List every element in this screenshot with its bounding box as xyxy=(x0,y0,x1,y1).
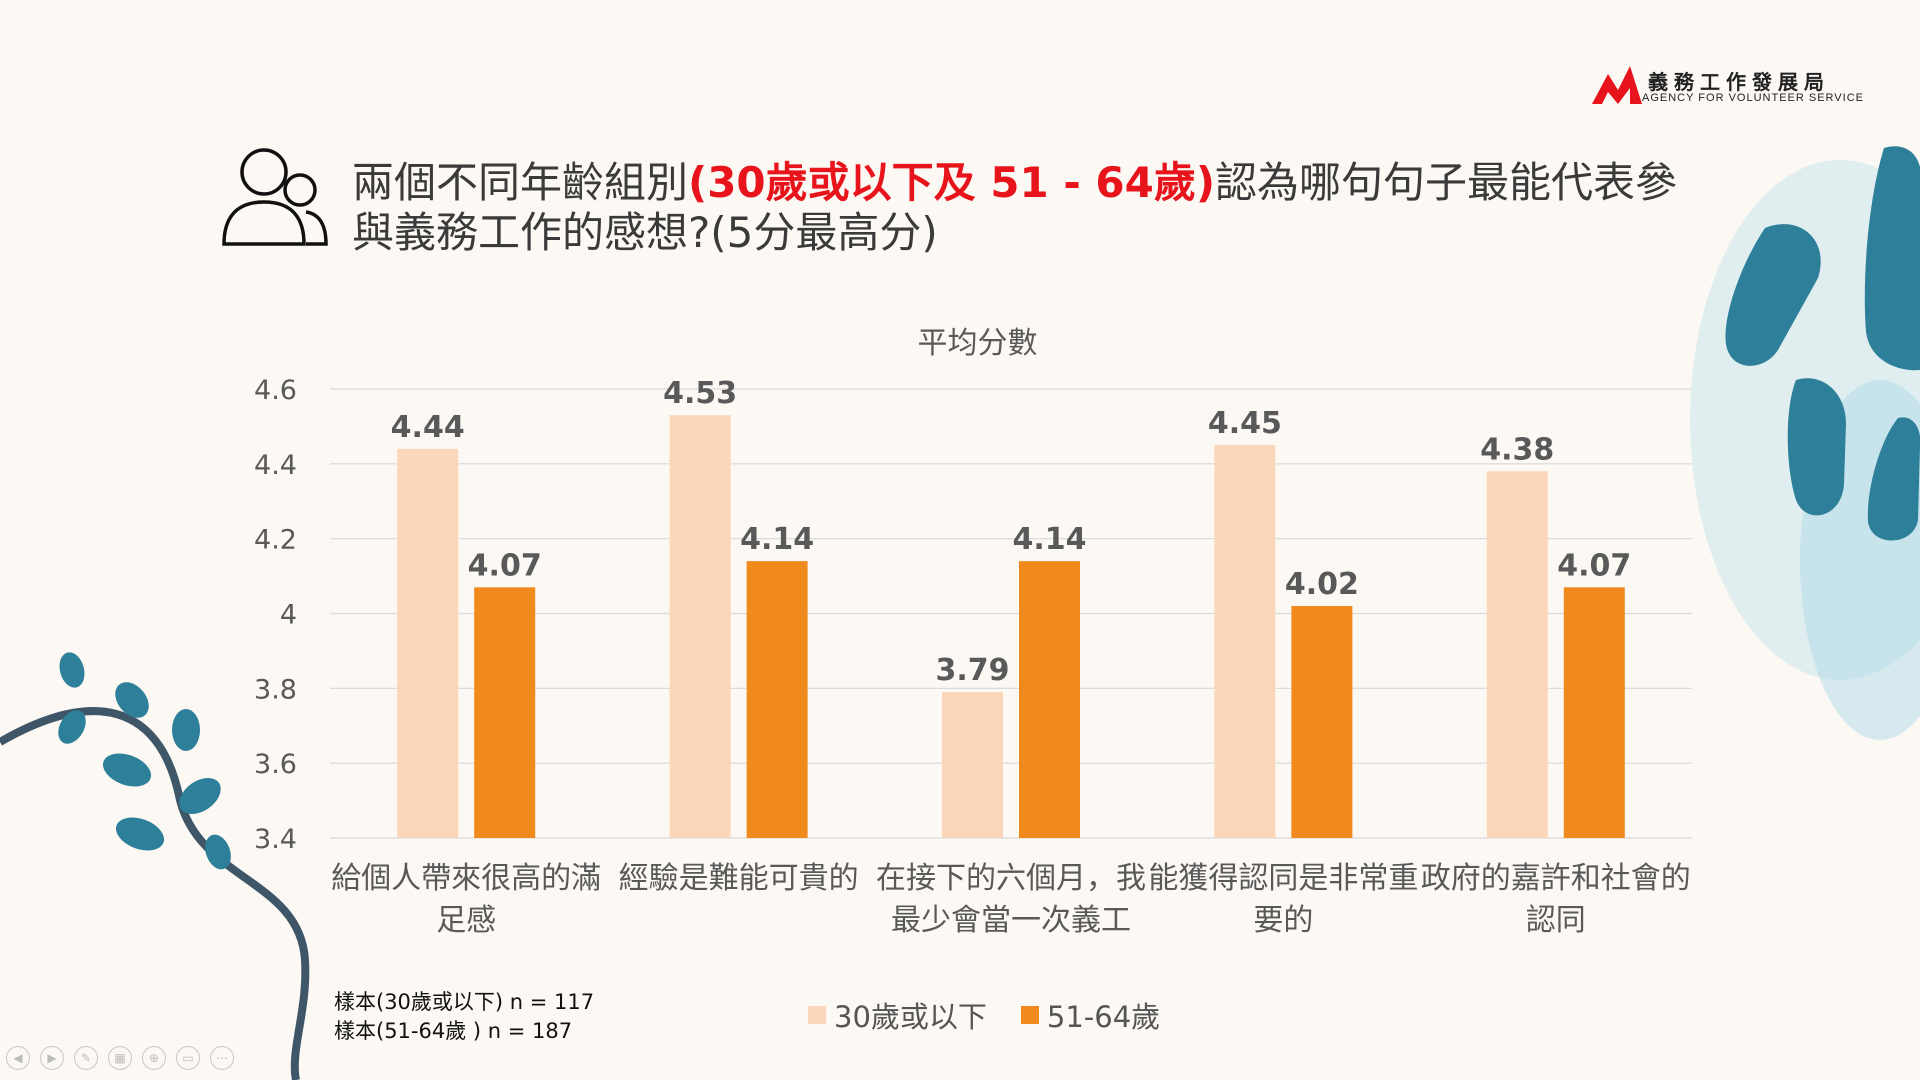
leaf xyxy=(115,682,149,718)
data-label: 4.02 xyxy=(1285,567,1359,602)
y-tick-label: 3.6 xyxy=(254,749,297,780)
sample-note-young: 樣本(30歲或以下) n = 117 xyxy=(334,990,595,1014)
bar-series-2 xyxy=(474,587,536,838)
title-part-1: 兩個不同年齡組別 xyxy=(352,158,689,207)
chart-legend: 30歲或以下 51-64歲 xyxy=(808,994,1160,1036)
data-label: 4.14 xyxy=(1012,522,1086,557)
pen-tool-icon[interactable]: ✎ xyxy=(74,1046,98,1070)
data-label: 4.44 xyxy=(391,410,465,445)
y-tick-label: 3.8 xyxy=(254,674,297,705)
legend-label-series-2: 51-64歲 xyxy=(1046,1000,1161,1034)
bar-series-1 xyxy=(397,448,459,838)
branch-leaves xyxy=(58,652,231,870)
legend-item-series-2: 51-64歲 xyxy=(1020,994,1161,1036)
legend-swatch-series-1 xyxy=(808,1006,826,1024)
chart-title: 平均分數 xyxy=(917,326,1038,361)
data-label: 3.79 xyxy=(935,653,1009,688)
category-label: 在接下的六個月，我最少會當一次義工 xyxy=(876,861,1146,938)
bar-series-2 xyxy=(746,561,808,838)
y-tick-label: 4 xyxy=(280,600,297,631)
sample-notes: 樣本(30歲或以下) n = 117 樣本(51-64歲 ) n = 187 xyxy=(334,988,594,1046)
logo-english-name: AGENCY FOR VOLUNTEER SERVICE xyxy=(1642,92,1864,104)
title-part-2: 認為哪句句子最能代表參與義務工作的感想?(5分最高分) xyxy=(352,158,1678,257)
bar-series-1 xyxy=(669,415,731,838)
bar-series-2 xyxy=(1019,561,1080,838)
leaf xyxy=(58,710,86,744)
y-tick-label: 4.4 xyxy=(254,450,297,481)
logo-chinese-name: 義務工作發展局 xyxy=(1648,70,1830,94)
slideshow-controls: ◀ ▶ ✎ ▦ ⊕ ▭ ⋯ xyxy=(6,1046,234,1070)
leaf xyxy=(205,834,231,870)
next-slide-icon[interactable]: ▶ xyxy=(40,1046,64,1070)
bar-series-1 xyxy=(942,692,1003,838)
title-highlight: (30歲或以下及 51 - 64歲) xyxy=(688,158,1216,207)
slide-title: 兩個不同年齡組別(30歲或以下及 51 - 64歲)認為哪句句子最能代表參與義務… xyxy=(352,158,1682,258)
agency-logo-icon xyxy=(1592,66,1642,104)
leaf xyxy=(179,777,221,815)
y-tick-label: 4.6 xyxy=(254,375,297,406)
subtitles-icon[interactable]: ▭ xyxy=(176,1046,200,1070)
more-options-icon[interactable]: ⋯ xyxy=(210,1046,234,1070)
leaf xyxy=(102,753,152,787)
data-label: 4.38 xyxy=(1480,432,1554,467)
brush-stroke xyxy=(1864,146,1920,371)
leaf xyxy=(172,709,200,751)
data-label: 4.07 xyxy=(468,548,542,583)
data-label: 4.53 xyxy=(663,376,737,411)
legend-swatch-series-2 xyxy=(1020,1006,1039,1024)
category-label: 能獲得認同是非常重要的 xyxy=(1148,861,1419,938)
data-label: 4.07 xyxy=(1557,548,1631,583)
teal-brush-strokes xyxy=(1725,146,1920,541)
category-label: 經驗是難能可貴的 xyxy=(618,861,859,896)
bar-series-1 xyxy=(1486,471,1548,838)
data-label: 4.45 xyxy=(1208,406,1282,441)
leaf xyxy=(59,652,85,688)
y-tick-label: 4.2 xyxy=(254,525,297,556)
bar-series-2 xyxy=(1563,587,1625,838)
people-group-icon xyxy=(222,148,328,246)
bar-series-1 xyxy=(1214,445,1276,838)
bar-series-2 xyxy=(1291,606,1353,838)
sample-note-older: 樣本(51-64歲 ) n = 187 xyxy=(334,1019,573,1043)
category-label: 給個人帶來很高的滿足感 xyxy=(331,861,602,938)
legend-item-series-1: 30歲或以下 xyxy=(808,994,987,1036)
brush-stroke xyxy=(1867,417,1920,541)
y-tick-label: 3.4 xyxy=(254,824,297,855)
zoom-icon[interactable]: ⊕ xyxy=(142,1046,166,1070)
category-label: 政府的嘉許和社會的認同 xyxy=(1420,861,1691,938)
brush-stroke xyxy=(1787,378,1846,516)
data-label: 4.14 xyxy=(740,522,814,557)
see-all-slides-icon[interactable]: ▦ xyxy=(108,1046,132,1070)
legend-label-series-1: 30歲或以下 xyxy=(834,1000,987,1034)
previous-slide-icon[interactable]: ◀ xyxy=(6,1046,30,1070)
leaf xyxy=(115,817,165,851)
brush-stroke xyxy=(1725,224,1821,366)
